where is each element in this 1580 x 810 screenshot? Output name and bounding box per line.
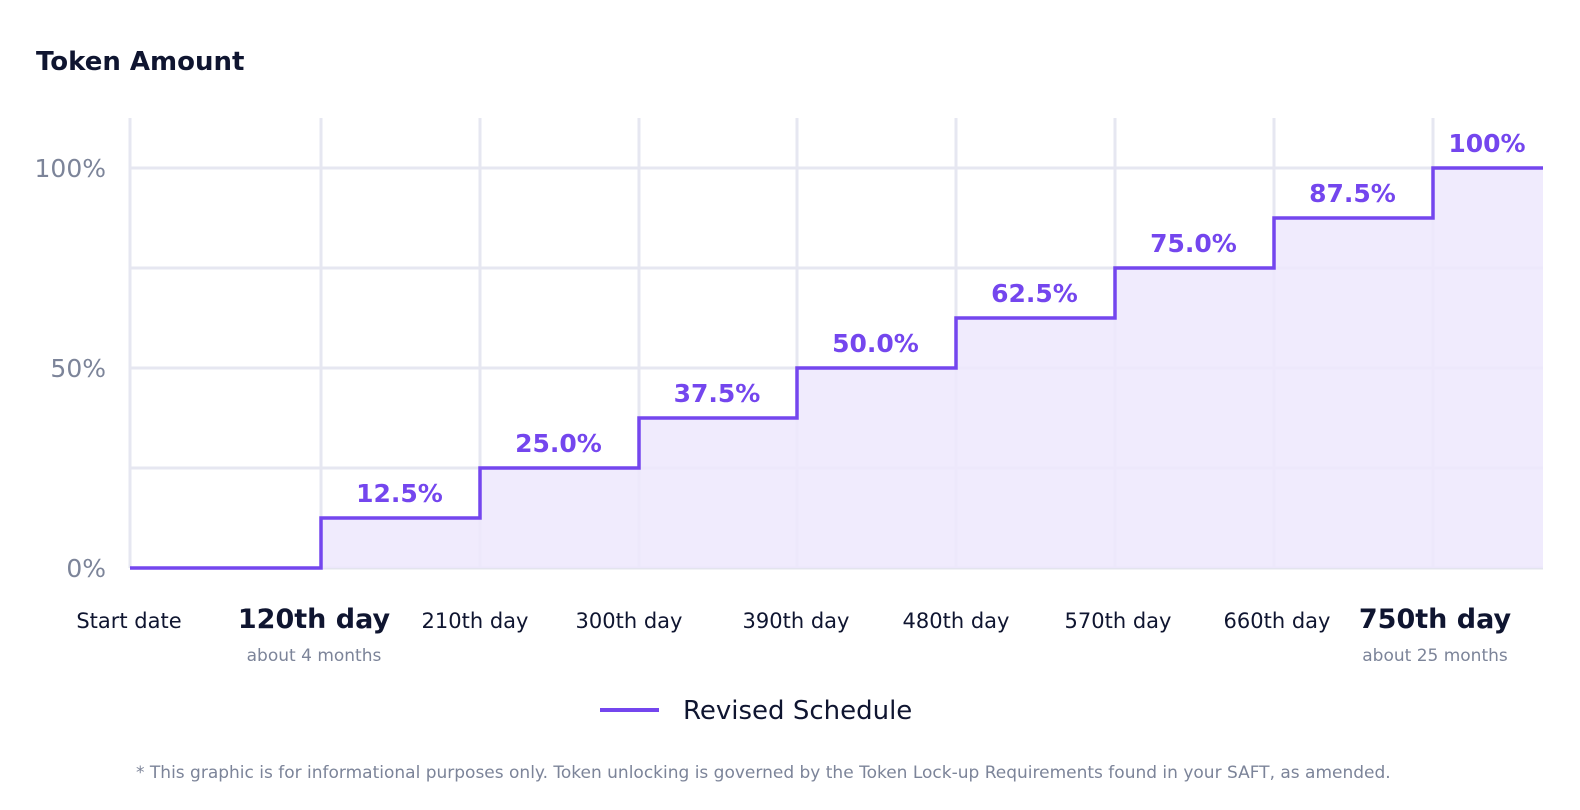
data-label: 50.0%	[832, 329, 919, 358]
line-layer	[130, 166, 1543, 570]
data-label: 100%	[1448, 129, 1525, 158]
chart-title: Token Amount	[36, 47, 244, 77]
data-label: 12.5%	[356, 479, 443, 508]
x-tick-label: 660th day	[1224, 609, 1331, 633]
x-tick-label: 210th day	[422, 609, 529, 633]
data-label: 25.0%	[515, 429, 602, 458]
y-tick-label: 100%	[35, 154, 106, 183]
y-tick-label: 0%	[66, 554, 106, 583]
data-label: 62.5%	[991, 279, 1078, 308]
data-label: 37.5%	[674, 379, 761, 408]
legend: Revised Schedule	[600, 696, 912, 726]
x-axis-ticks: Start date 120th day about 4 months 210th d…	[76, 604, 1511, 666]
data-label: 87.5%	[1309, 179, 1396, 208]
footnote: * This graphic is for informational purp…	[136, 763, 1391, 783]
series-line-revised-schedule	[130, 166, 1543, 570]
y-tick-label: 50%	[50, 354, 106, 383]
x-tick-label: 390th day	[743, 609, 850, 633]
x-tick-label: 570th day	[1065, 609, 1172, 633]
x-tick-label: 300th day	[576, 609, 683, 633]
x-tick-label: Start date	[76, 609, 181, 633]
x-tick-sublabel: about 25 months	[1362, 646, 1508, 666]
data-label: 75.0%	[1150, 229, 1237, 258]
x-tick-label: 480th day	[903, 609, 1010, 633]
x-tick-label: 120th day	[238, 604, 391, 635]
data-label-layer: 12.5% 25.0% 37.5% 50.0% 62.5% 75.0% 87.5% 100%	[356, 129, 1525, 508]
legend-label-revised-schedule: Revised Schedule	[683, 696, 912, 726]
x-tick-sublabel: about 4 months	[247, 646, 382, 666]
y-axis-ticks: 0% 50% 100%	[35, 154, 106, 583]
x-tick-label: 750th day	[1359, 604, 1512, 635]
